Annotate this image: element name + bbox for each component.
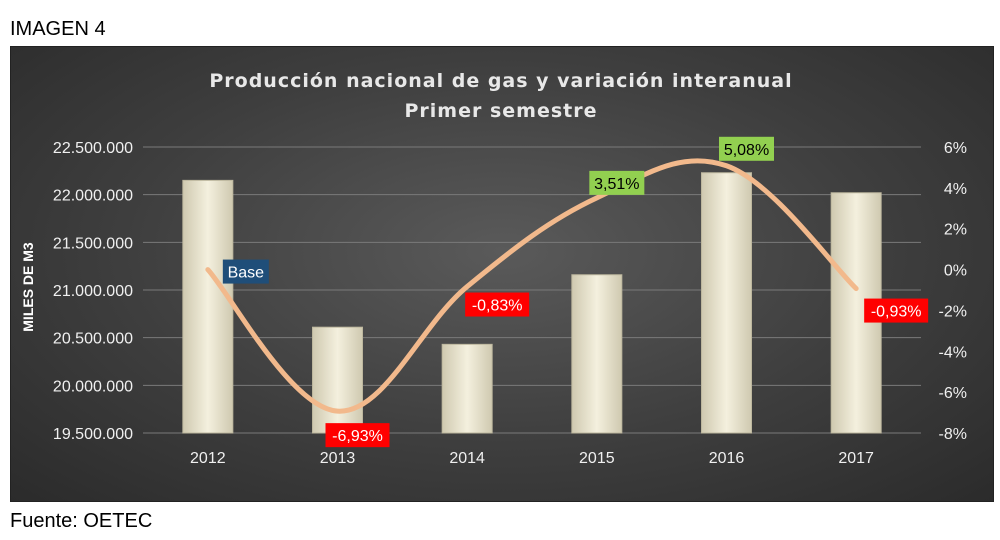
bar <box>441 343 493 434</box>
y2-tick-label: 4% <box>944 181 967 198</box>
data-label-box <box>465 292 530 317</box>
data-label-box <box>589 170 645 195</box>
y2-tick-label: 0% <box>944 263 967 280</box>
bar <box>701 172 752 434</box>
y-tick-label: 19.500.000 <box>53 426 133 443</box>
y2-tick-label: -8% <box>939 426 967 443</box>
x-tick-label: 2017 <box>838 450 874 467</box>
data-label: Base <box>228 265 265 282</box>
gridlines <box>143 146 921 434</box>
left-axis-ticks: 22.500.000 22.000.000 21.500.000 21.000.000… <box>53 140 133 443</box>
figure-caption: IMAGEN 4 <box>10 18 106 40</box>
x-tick-label: 2016 <box>709 450 745 467</box>
x-tick-label: 2012 <box>190 450 226 467</box>
data-label-box <box>222 259 269 284</box>
x-tick-label: 2015 <box>579 450 615 467</box>
data-label: 5,08% <box>724 142 769 159</box>
y2-tick-label: 6% <box>944 140 967 157</box>
y2-tick-label: -2% <box>939 303 967 320</box>
x-tick-label: 2013 <box>320 450 356 467</box>
data-label: -0,83% <box>472 298 523 315</box>
source-note: Fuente: OETEC <box>10 510 153 532</box>
data-label-box <box>325 423 390 448</box>
data-label-box <box>719 136 774 161</box>
y-tick-label: 22.500.000 <box>53 140 133 157</box>
bar <box>312 326 363 434</box>
y-tick-label: 20.000.000 <box>53 378 133 395</box>
data-label: -0,93% <box>871 304 922 321</box>
bar <box>182 179 234 434</box>
chart-title: Producción nacional de gas y variación i… <box>209 70 792 92</box>
y2-tick-label: 2% <box>944 222 967 239</box>
chart-frame: Producción nacional de gas y variación i… <box>10 46 994 502</box>
right-axis-ticks: 6% 4% 2% 0% -2% -4% -6% -8% <box>939 140 967 443</box>
y2-tick-label: -4% <box>939 344 967 361</box>
chart-subtitle: Primer semestre <box>404 100 597 122</box>
y2-tick-label: -6% <box>939 385 967 402</box>
bar <box>571 274 623 434</box>
variation-line <box>205 158 859 414</box>
data-label-box <box>864 298 929 323</box>
data-labels: Base -6,93% -0,83% 3,51% 5,08% -0,93% <box>222 136 929 448</box>
y-axis-label: MILES DE M3 <box>20 242 36 332</box>
gas-production-chart: Producción nacional de gas y variación i… <box>20 70 967 467</box>
y-tick-label: 20.500.000 <box>53 331 133 348</box>
x-axis-ticks: 2012 2013 2014 2015 2016 2017 <box>190 450 874 467</box>
x-tick-label: 2014 <box>449 450 485 467</box>
y-tick-label: 21.500.000 <box>53 235 133 252</box>
data-label: -6,93% <box>332 428 383 445</box>
data-label: 3,51% <box>594 176 639 193</box>
y-tick-label: 21.000.000 <box>53 283 133 300</box>
y-tick-label: 22.000.000 <box>53 188 133 205</box>
bars <box>182 172 882 434</box>
